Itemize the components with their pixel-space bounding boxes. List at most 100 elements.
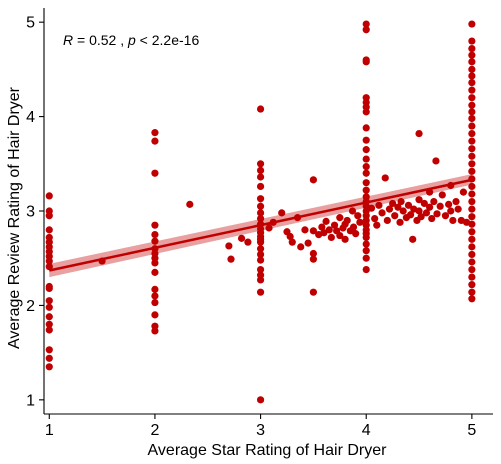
data-point — [406, 211, 415, 219]
data-point — [309, 288, 317, 296]
data-point — [297, 243, 305, 251]
data-point — [404, 201, 413, 209]
data-point — [422, 209, 431, 217]
data-point — [468, 20, 476, 28]
data-point — [98, 257, 106, 265]
data-point — [278, 209, 286, 217]
data-point — [468, 182, 476, 191]
data-point — [336, 214, 344, 222]
data-point — [468, 129, 476, 138]
data-point — [468, 122, 476, 130]
x-tick-label: 5 — [467, 422, 476, 439]
data-point — [397, 197, 405, 206]
data-point — [428, 214, 436, 223]
data-point — [227, 255, 235, 263]
data-point — [468, 235, 476, 243]
data-point — [327, 233, 335, 242]
data-point — [468, 197, 476, 206]
data-point — [430, 197, 438, 206]
data-point — [256, 276, 265, 284]
data-point — [362, 58, 370, 66]
data-point — [293, 214, 302, 222]
data-point — [237, 234, 246, 242]
data-point — [45, 346, 53, 354]
data-point — [256, 288, 265, 296]
data-point — [468, 101, 476, 109]
data-point — [426, 188, 434, 196]
data-point — [256, 202, 265, 210]
data-point — [468, 114, 476, 123]
data-point — [256, 182, 265, 191]
data-point — [286, 232, 294, 241]
data-point — [348, 207, 357, 215]
data-point — [459, 188, 468, 196]
data-point — [256, 245, 265, 253]
data-point — [151, 221, 159, 229]
data-point — [256, 166, 265, 174]
data-point — [304, 239, 312, 247]
data-point — [385, 205, 394, 213]
data-point — [415, 129, 423, 138]
data-point — [468, 45, 476, 53]
data-point — [468, 288, 476, 296]
data-point — [441, 212, 450, 220]
data-point — [468, 58, 476, 66]
data-point — [468, 265, 476, 274]
data-point — [45, 263, 53, 271]
data-point — [468, 243, 476, 251]
data-point — [468, 220, 476, 228]
x-axis-title: Average Star Rating of Hair Dryer — [148, 442, 388, 459]
data-point — [256, 160, 265, 168]
data-point — [151, 231, 159, 239]
y-tick-label: 1 — [26, 392, 35, 409]
data-point — [151, 137, 159, 145]
data-point — [362, 233, 370, 242]
data-point — [45, 257, 53, 265]
data-point — [45, 320, 53, 328]
data-point — [362, 26, 370, 34]
data-point — [468, 258, 476, 266]
data-point — [468, 145, 476, 153]
p-label: p — [127, 32, 136, 48]
data-point — [362, 186, 370, 194]
data-point — [151, 259, 159, 267]
data-point — [256, 265, 265, 274]
data-point — [45, 212, 53, 220]
data-point — [151, 268, 159, 276]
data-point — [256, 105, 265, 113]
data-point — [309, 255, 317, 263]
data-point — [415, 196, 423, 204]
data-point — [433, 210, 441, 218]
data-point — [399, 207, 407, 215]
data-point — [415, 207, 423, 215]
data-point — [256, 256, 265, 264]
data-point — [362, 155, 370, 163]
data-point — [362, 240, 370, 248]
data-point — [447, 207, 455, 215]
data-point — [318, 223, 326, 231]
y-axis-title: Average Review Rating of Hair Dryer — [6, 86, 23, 349]
data-point — [362, 146, 370, 154]
data-point — [468, 72, 476, 80]
data-point — [265, 224, 273, 232]
data-point — [336, 231, 344, 240]
data-point — [225, 242, 233, 250]
r-value: = 0.52 , — [73, 32, 128, 48]
data-point — [151, 327, 159, 335]
data-point — [362, 265, 370, 274]
data-point — [367, 204, 376, 212]
data-point — [301, 226, 309, 234]
data-point — [468, 78, 476, 87]
data-point — [445, 200, 453, 208]
data-point — [256, 173, 265, 181]
data-point — [309, 176, 317, 184]
x-tick-label: 2 — [150, 422, 159, 439]
data-point — [362, 163, 370, 171]
y-tick-label: 3 — [26, 204, 35, 221]
data-point — [468, 250, 476, 259]
r-label: R — [63, 32, 73, 48]
data-point — [322, 217, 330, 225]
data-point — [373, 221, 381, 229]
y-tick-label: 4 — [26, 109, 35, 126]
